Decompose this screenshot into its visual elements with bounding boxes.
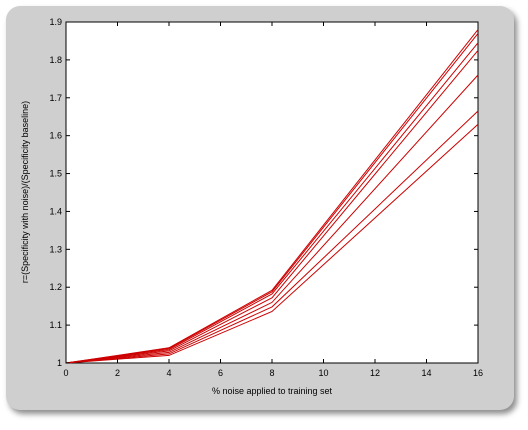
x-tick-label: 8: [269, 368, 274, 378]
y-tick-label: 1.8: [49, 55, 62, 65]
y-tick-label: 1.2: [49, 282, 62, 292]
x-tick-label: 14: [421, 368, 431, 378]
x-axis: 0 2 4 6 8 10 12 14 16: [63, 22, 483, 378]
y-tick-label: 1.7: [49, 93, 62, 103]
x-tick-label: 0: [63, 368, 68, 378]
x-tick-label: 12: [370, 368, 380, 378]
y-axis: 1 1.1 1.2 1.3 1.4 1.5 1.6 1.7 1.8 1.9: [49, 17, 478, 368]
y-tick-label: 1.5: [49, 169, 62, 179]
plot-area: [65, 21, 479, 364]
y-tick-label: 1.6: [49, 131, 62, 141]
x-tick-label: 16: [473, 368, 483, 378]
x-axis-label: % noise applied to training set: [212, 386, 333, 396]
y-tick-label: 1: [57, 358, 62, 368]
x-tick-label: 2: [115, 368, 120, 378]
x-tick-label: 6: [218, 368, 223, 378]
x-tick-label: 10: [318, 368, 328, 378]
series-line-2: [65, 33, 479, 364]
series-line-5: [65, 74, 479, 364]
series-line-3: [65, 42, 479, 364]
series-line-6: [65, 110, 479, 364]
y-axis-label: r=(Specificity with noise)/(Specificity …: [20, 101, 30, 283]
x-tick-label: 4: [166, 368, 171, 378]
y-tick-label: 1.3: [49, 244, 62, 254]
y-tick-label: 1.4: [49, 206, 62, 216]
y-tick-label: 1.1: [49, 320, 62, 330]
series-line-4: [65, 50, 479, 364]
y-tick-label: 1.9: [49, 17, 62, 27]
